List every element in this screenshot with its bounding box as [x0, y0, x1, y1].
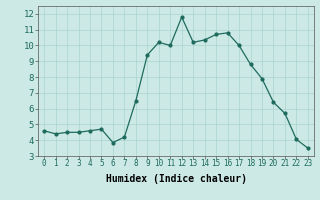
X-axis label: Humidex (Indice chaleur): Humidex (Indice chaleur)	[106, 174, 246, 184]
